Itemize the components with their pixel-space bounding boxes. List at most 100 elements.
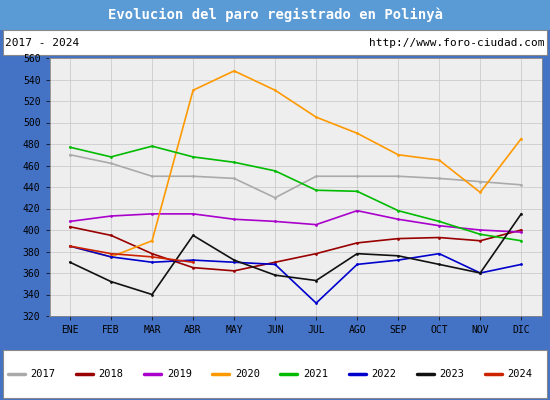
Line: 2022: 2022 — [69, 245, 522, 304]
2017 — [67, 152, 73, 157]
2017 — [436, 176, 443, 181]
2017 — [148, 174, 155, 179]
2023 — [477, 270, 483, 275]
2019 — [436, 223, 443, 228]
2022 — [272, 262, 278, 267]
2018 — [108, 233, 114, 238]
2018 — [436, 235, 443, 240]
2017 — [272, 195, 278, 200]
2020 — [518, 136, 525, 141]
2022 — [518, 262, 525, 267]
2018 — [518, 228, 525, 232]
2021 — [313, 188, 320, 193]
2017 — [354, 174, 360, 179]
Line: 2023: 2023 — [69, 212, 522, 296]
2022 — [313, 301, 320, 306]
2021 — [108, 154, 114, 159]
2022 — [436, 251, 443, 256]
2022 — [477, 270, 483, 275]
2020 — [272, 88, 278, 93]
Text: Evolucion del paro registrado en Polinyà: Evolucion del paro registrado en Polinyà — [107, 8, 443, 22]
2021 — [190, 154, 196, 159]
2021 — [518, 238, 525, 243]
2019 — [477, 228, 483, 232]
2017 — [231, 176, 238, 181]
2018 — [67, 224, 73, 229]
2017 — [395, 174, 402, 179]
2017 — [313, 174, 320, 179]
2020 — [477, 190, 483, 195]
2023 — [354, 251, 360, 256]
2018 — [395, 236, 402, 241]
Text: 2017 - 2024: 2017 - 2024 — [6, 38, 80, 48]
2023 — [231, 258, 238, 262]
2023 — [436, 262, 443, 267]
2021 — [354, 189, 360, 194]
2021 — [436, 219, 443, 224]
2020 — [313, 115, 320, 120]
Text: http://www.foro-ciudad.com: http://www.foro-ciudad.com — [369, 38, 544, 48]
2023 — [313, 278, 320, 283]
2022 — [148, 260, 155, 265]
2023 — [272, 273, 278, 278]
2020 — [436, 158, 443, 162]
2020 — [148, 238, 155, 243]
2017 — [190, 174, 196, 179]
Text: 2019: 2019 — [167, 369, 192, 379]
Text: 2018: 2018 — [98, 369, 124, 379]
2024 — [190, 260, 196, 265]
2021 — [395, 208, 402, 213]
2018 — [477, 238, 483, 243]
2023 — [148, 292, 155, 297]
2024 — [67, 244, 73, 248]
2017 — [108, 161, 114, 166]
2024 — [148, 254, 155, 259]
2019 — [313, 222, 320, 227]
2021 — [477, 232, 483, 237]
2023 — [190, 233, 196, 238]
2017 — [518, 182, 525, 187]
2021 — [67, 145, 73, 150]
Line: 2017: 2017 — [69, 153, 522, 199]
2020 — [67, 244, 73, 248]
2023 — [67, 260, 73, 265]
2018 — [313, 251, 320, 256]
2019 — [231, 217, 238, 222]
2019 — [518, 230, 525, 234]
Text: 2020: 2020 — [235, 369, 260, 379]
2019 — [395, 217, 402, 222]
2022 — [190, 258, 196, 262]
Line: 2021: 2021 — [69, 145, 522, 242]
2018 — [231, 268, 238, 273]
2020 — [108, 254, 114, 259]
2020 — [231, 68, 238, 73]
Line: 2020: 2020 — [69, 70, 522, 258]
2018 — [272, 260, 278, 265]
Line: 2024: 2024 — [69, 245, 195, 264]
Text: 2022: 2022 — [371, 369, 396, 379]
Text: 2021: 2021 — [303, 369, 328, 379]
2022 — [354, 262, 360, 267]
2021 — [272, 168, 278, 173]
Text: 2023: 2023 — [439, 369, 464, 379]
2022 — [395, 258, 402, 262]
2022 — [67, 244, 73, 248]
2024 — [108, 251, 114, 256]
2021 — [148, 144, 155, 148]
2023 — [108, 279, 114, 284]
2018 — [148, 251, 155, 256]
2019 — [272, 219, 278, 224]
Text: 2024: 2024 — [507, 369, 532, 379]
2022 — [231, 260, 238, 265]
2019 — [67, 219, 73, 224]
2019 — [108, 214, 114, 218]
Text: 2017: 2017 — [31, 369, 56, 379]
2020 — [395, 152, 402, 157]
2020 — [190, 88, 196, 93]
2017 — [477, 179, 483, 184]
2019 — [148, 212, 155, 216]
2018 — [190, 265, 196, 270]
2019 — [354, 208, 360, 213]
2022 — [108, 254, 114, 259]
2020 — [354, 131, 360, 136]
